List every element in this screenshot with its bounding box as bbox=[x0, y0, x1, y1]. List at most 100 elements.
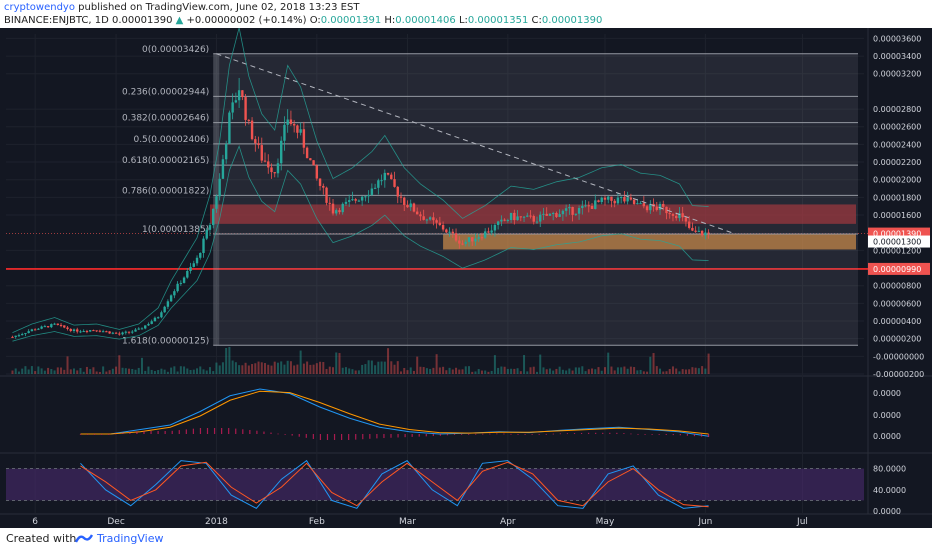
volume-bar bbox=[276, 362, 279, 374]
candle-body bbox=[202, 238, 205, 253]
volume-bar bbox=[603, 367, 606, 374]
macd-histogram-bar bbox=[665, 434, 667, 435]
macd-histogram-bar bbox=[298, 434, 300, 437]
macd-histogram-bar bbox=[468, 434, 470, 435]
candle-body bbox=[98, 330, 102, 332]
candle-body bbox=[335, 210, 338, 214]
volume-bar bbox=[24, 366, 27, 374]
candle-body bbox=[487, 231, 490, 233]
candle-body bbox=[438, 222, 442, 226]
candle-body bbox=[244, 97, 247, 120]
candle-body bbox=[14, 335, 17, 337]
volume-bar bbox=[309, 364, 312, 374]
volume-bar bbox=[455, 367, 458, 374]
candle-body bbox=[124, 331, 127, 333]
low-label: L: bbox=[458, 15, 468, 26]
macd-histogram-bar bbox=[199, 428, 202, 434]
candle-body bbox=[224, 143, 228, 160]
macd-histogram-bar bbox=[150, 431, 152, 434]
volume-bar bbox=[47, 367, 50, 374]
candle-body bbox=[545, 213, 548, 216]
macd-histogram-bar bbox=[319, 434, 322, 440]
volume-bar bbox=[338, 353, 341, 374]
volume-bar bbox=[225, 347, 228, 374]
fib-level-label: 1(0.00001385) bbox=[142, 225, 209, 235]
volume-bar bbox=[659, 368, 662, 374]
candle-body bbox=[428, 217, 432, 220]
time-tick-label: Apr bbox=[500, 517, 516, 527]
chart-canvas[interactable]: 0(0.00003426) 0.236(0.00002944) 0.382(0.00… bbox=[0, 28, 932, 528]
candle-body bbox=[111, 332, 115, 334]
volume-bar bbox=[37, 366, 40, 374]
candle-body bbox=[386, 172, 390, 175]
symbol-label: BINANCE:ENJBTC, 1D bbox=[4, 15, 109, 26]
macd-histogram-bar bbox=[453, 434, 456, 435]
price-label-box bbox=[868, 235, 930, 248]
volume-bar bbox=[354, 370, 357, 374]
candle-body bbox=[493, 224, 497, 231]
volume-bar bbox=[503, 366, 506, 374]
time-tick-label: Jun bbox=[697, 517, 712, 527]
candle-body bbox=[53, 323, 56, 325]
candle-body bbox=[577, 208, 581, 214]
volume-bar bbox=[374, 365, 377, 374]
macd-histogram-bar bbox=[129, 432, 131, 434]
volume-bar bbox=[325, 368, 328, 374]
close-value: 0.00001390 bbox=[541, 15, 603, 26]
volume-bar bbox=[542, 367, 545, 374]
price-tick-label: -0.00000000 bbox=[873, 352, 924, 361]
price-tick-label: 0.00002800 bbox=[873, 105, 921, 114]
candle-body bbox=[658, 203, 662, 210]
macd-histogram-bar bbox=[326, 434, 329, 440]
price-label-text: 0.00001300 bbox=[873, 238, 921, 247]
volume-bar bbox=[176, 371, 179, 374]
volume-bar bbox=[701, 366, 704, 374]
volume-bar bbox=[150, 369, 153, 374]
macd-histogram-bar bbox=[277, 433, 279, 435]
candle-body bbox=[590, 205, 594, 209]
volume-bar bbox=[247, 365, 250, 374]
volume-bar bbox=[196, 368, 199, 374]
macd-histogram-bar bbox=[376, 434, 378, 439]
candle-body bbox=[467, 237, 471, 242]
volume-bar bbox=[115, 366, 118, 374]
candle-body bbox=[33, 329, 37, 331]
volume-bar bbox=[140, 357, 143, 374]
candle-body bbox=[88, 330, 92, 332]
volume-bar bbox=[633, 367, 636, 374]
volume-bar bbox=[484, 370, 487, 374]
macd-histogram-bar bbox=[383, 434, 385, 439]
candle-body bbox=[101, 331, 105, 333]
volume-bar bbox=[584, 371, 587, 374]
volume-bar bbox=[529, 367, 532, 374]
fib-level-label: 0(0.00003426) bbox=[142, 45, 209, 55]
macd-histogram-bar bbox=[333, 434, 336, 440]
volume-bar bbox=[328, 366, 331, 374]
candle-body bbox=[509, 212, 513, 221]
candle-body bbox=[237, 90, 241, 101]
tradingview-logo-icon[interactable] bbox=[74, 532, 94, 547]
price-tick-label: 0.00000600 bbox=[873, 299, 921, 308]
candle-body bbox=[351, 199, 354, 201]
volume-bar bbox=[170, 367, 173, 374]
author-link[interactable]: cryptowendyo bbox=[4, 2, 75, 13]
macd-histogram-bar bbox=[235, 428, 237, 434]
volume-bar bbox=[655, 366, 658, 374]
volume-bar bbox=[302, 363, 305, 374]
macd-histogram-bar bbox=[362, 434, 364, 440]
volume-bar bbox=[215, 362, 218, 374]
volume-bar bbox=[629, 366, 632, 374]
volume-bar bbox=[43, 370, 46, 374]
volume-bar bbox=[497, 367, 500, 374]
macd-histogram-bar bbox=[122, 432, 124, 434]
macd-histogram-bar bbox=[213, 428, 216, 434]
macd-histogram-bar bbox=[115, 433, 117, 435]
macd-histogram-bar bbox=[411, 434, 413, 437]
candle-body bbox=[671, 214, 675, 216]
tradingview-brand[interactable]: TradingView bbox=[97, 532, 164, 545]
last-price: 0.00001390 bbox=[112, 15, 173, 26]
volume-bar bbox=[144, 370, 147, 374]
volume-bar bbox=[694, 367, 697, 374]
volume-bar bbox=[532, 366, 535, 374]
candle-body bbox=[66, 327, 69, 329]
